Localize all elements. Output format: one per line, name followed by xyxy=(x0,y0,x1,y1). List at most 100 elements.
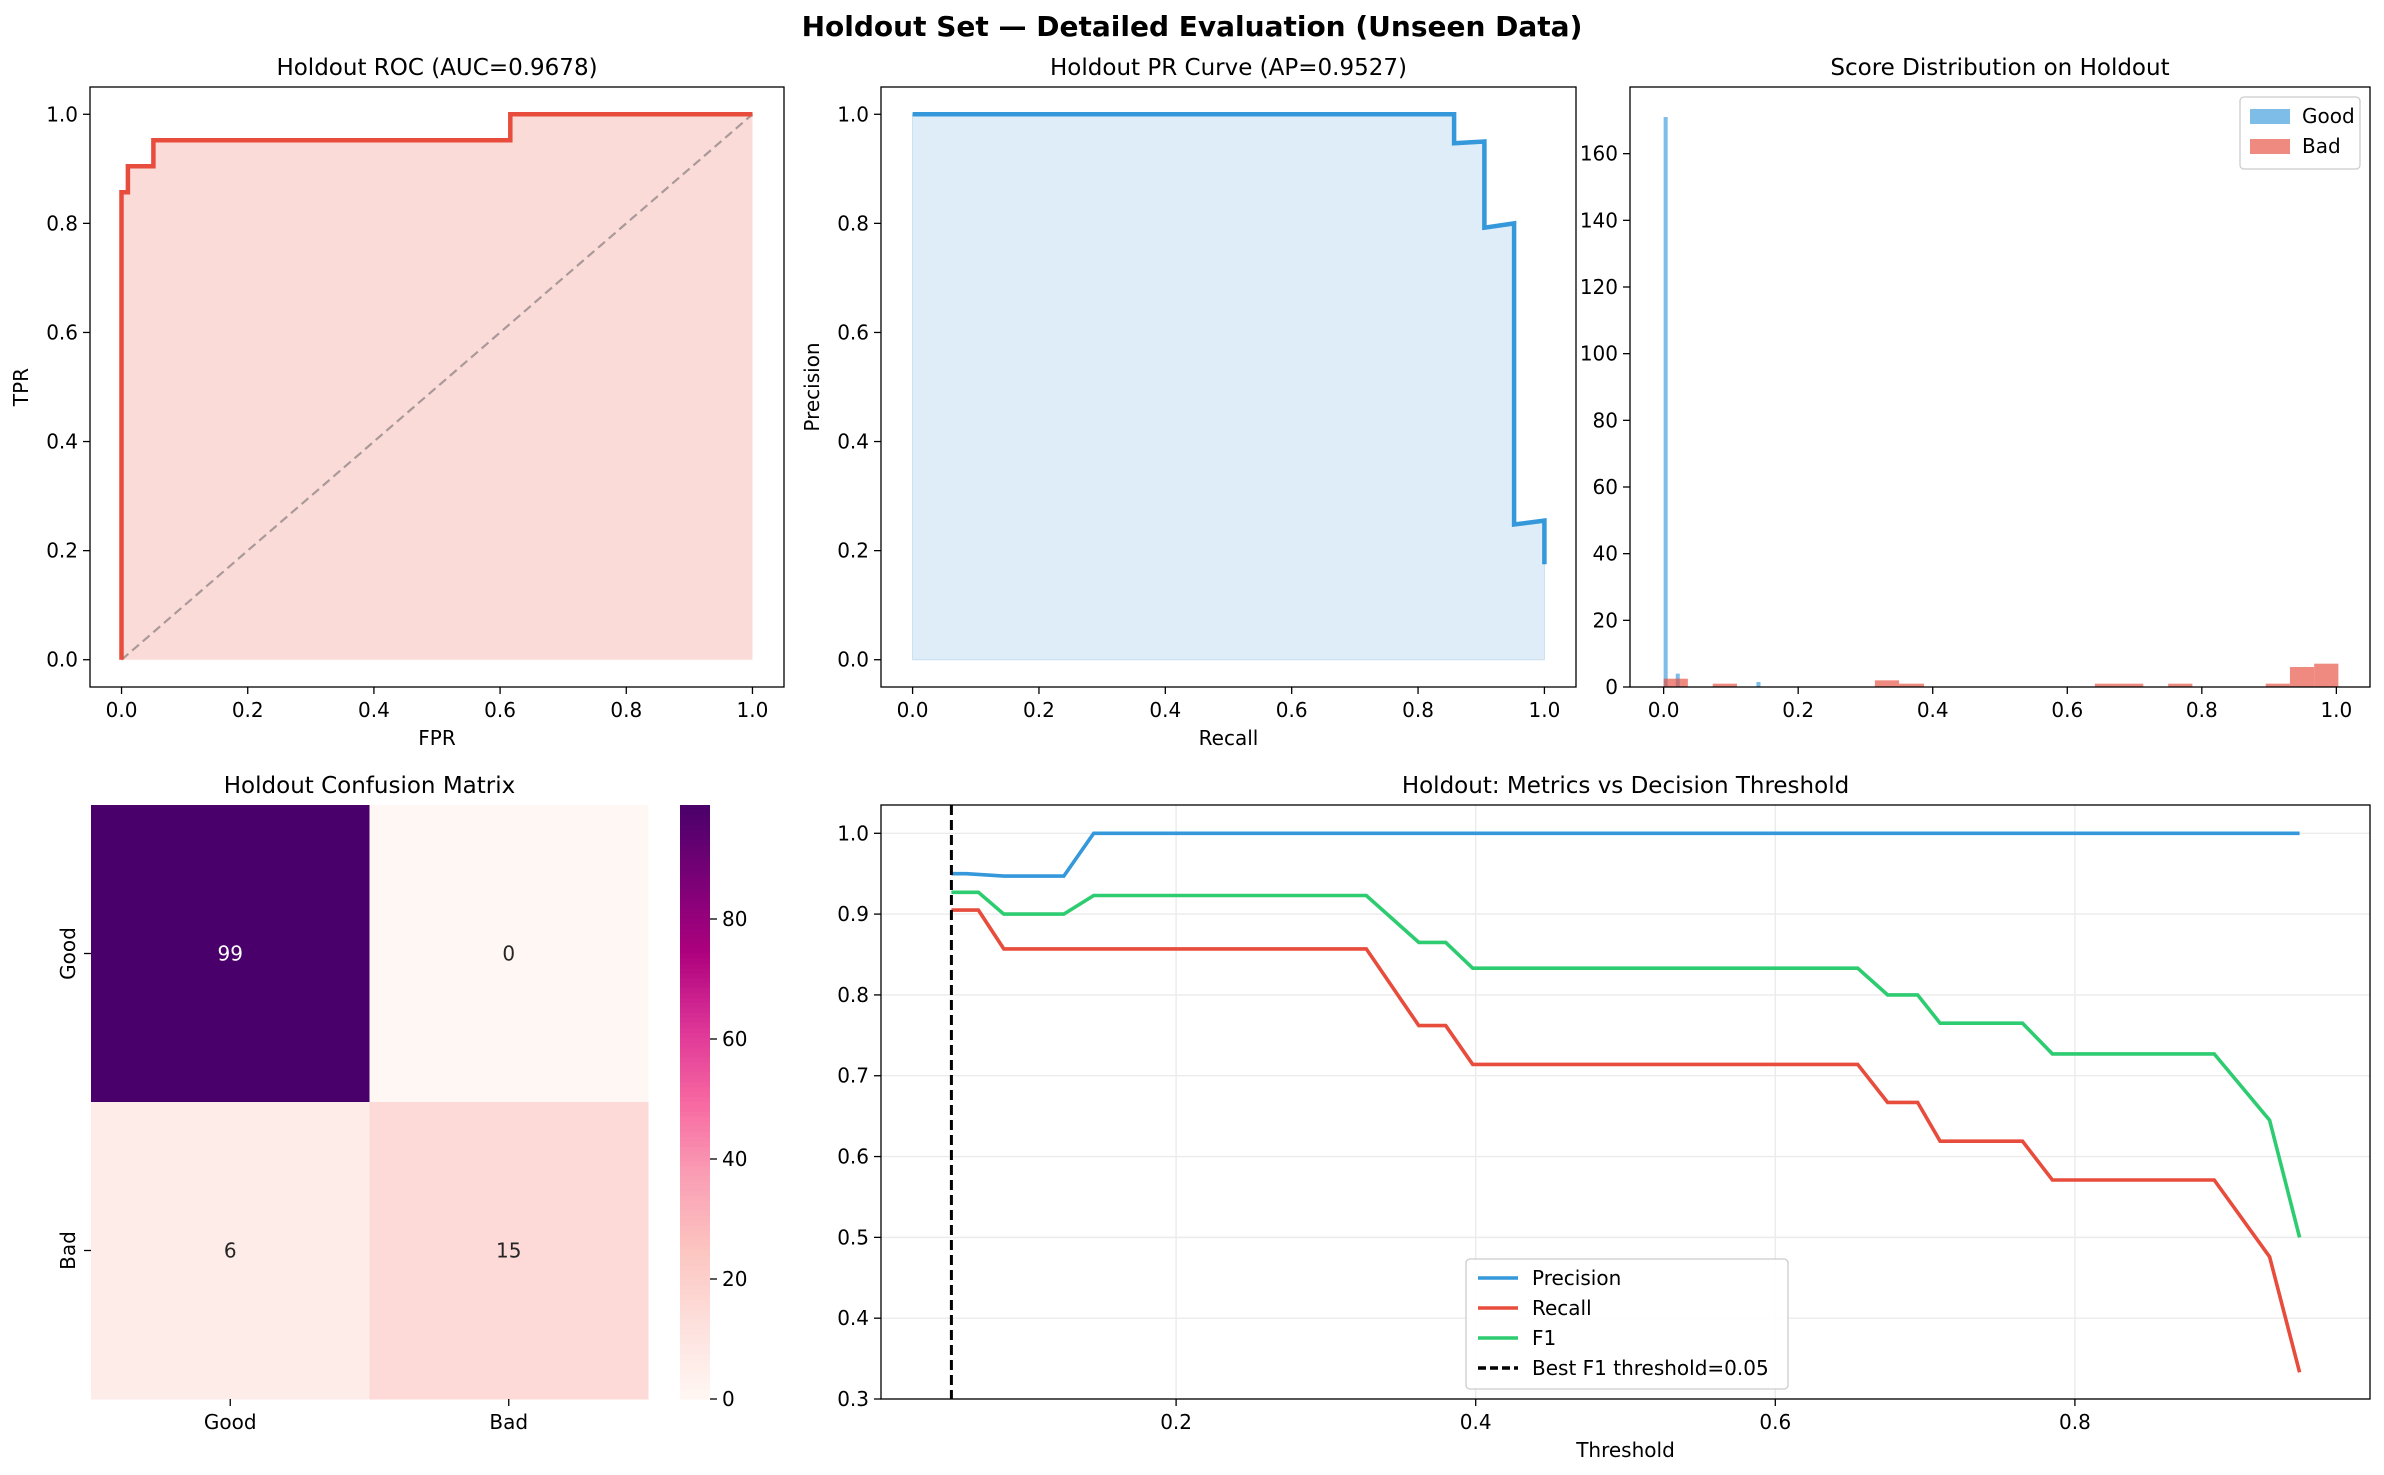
colorbar-segment xyxy=(680,829,710,836)
colorbar-segment xyxy=(680,1255,710,1261)
colorbar-segment xyxy=(680,1374,710,1380)
colorbar-segment xyxy=(680,834,710,841)
colorbar-segment xyxy=(680,948,710,955)
y-tick-label: 100 xyxy=(1580,342,1618,366)
colorbar-segment xyxy=(680,884,710,890)
pr-area xyxy=(912,113,1545,661)
colorbar-segment xyxy=(680,1309,710,1316)
histogram-bar-bad xyxy=(1712,683,1737,687)
x-tick-label: 0.6 xyxy=(1759,1410,1791,1434)
colorbar-segment xyxy=(680,1250,710,1257)
x-axis-label: FPR xyxy=(418,726,456,750)
x-tick-label: 0.4 xyxy=(358,698,390,722)
colorbar-segment xyxy=(680,854,710,861)
y-tick-label: 1.0 xyxy=(837,821,869,845)
y-tick-label: 0 xyxy=(1605,675,1618,699)
colorbar-segment xyxy=(680,1106,710,1113)
colorbar-segment xyxy=(680,1097,710,1103)
colorbar-segment xyxy=(680,1329,710,1336)
colorbar-segment xyxy=(680,978,710,984)
colorbar-segment xyxy=(680,1379,710,1385)
y-tick-label: 0.9 xyxy=(837,902,869,926)
colorbar-segment xyxy=(680,913,710,920)
colorbar-segment xyxy=(680,908,710,915)
axes-frame xyxy=(880,804,2371,1400)
colorbar-segment xyxy=(680,1166,710,1172)
y-tick-label: 120 xyxy=(1580,275,1618,299)
x-tick-label: 0.6 xyxy=(1276,698,1308,722)
colorbar-segment xyxy=(680,874,710,880)
colorbar-segment xyxy=(680,1052,710,1059)
heatmap-cell xyxy=(369,1102,649,1400)
y-tick-label: 140 xyxy=(1580,208,1618,232)
colorbar-segment xyxy=(680,1210,710,1217)
colorbar-segment xyxy=(680,1205,710,1212)
colorbar-segment xyxy=(680,1235,710,1242)
colorbar-segment xyxy=(680,879,710,885)
colorbar-segment xyxy=(680,1131,710,1138)
y-tick-label: 160 xyxy=(1580,142,1618,166)
legend-label: Good xyxy=(2302,104,2355,128)
colorbar-segment xyxy=(680,1161,710,1167)
y-tick-label: 0.2 xyxy=(46,539,78,563)
legend-label: F1 xyxy=(1532,1326,1556,1350)
colorbar-segment xyxy=(680,1285,710,1291)
colorbar-segment xyxy=(680,1176,710,1182)
colorbar-segment xyxy=(680,805,710,811)
histogram-bar-bad xyxy=(2094,683,2120,687)
x-tick-label: 0.2 xyxy=(1160,1410,1192,1434)
axes-frame xyxy=(89,86,785,688)
colorbar-segment xyxy=(680,1186,710,1192)
colorbar-segment xyxy=(680,1201,710,1207)
colorbar-segment xyxy=(680,1324,710,1331)
colorbar: 0 20 40 60 80 xyxy=(680,805,747,1411)
colorbar-segment xyxy=(680,1260,710,1266)
y-tick-label: 60 xyxy=(1593,475,1618,499)
axes-frame xyxy=(880,86,1577,688)
colorbar-segment xyxy=(680,983,710,989)
colorbar-segment xyxy=(680,1389,710,1395)
colorbar-segment xyxy=(680,1057,710,1063)
colorbar-segment xyxy=(680,973,710,979)
colorbar-segment xyxy=(680,849,710,856)
colorbar-segment xyxy=(680,958,710,964)
x-axis-label: Recall xyxy=(1199,726,1259,750)
metric-line-recall xyxy=(951,908,2302,1373)
colorbar-segment xyxy=(680,1270,710,1276)
subplot-title: Score Distribution on Holdout xyxy=(1830,55,2169,81)
colorbar-segment xyxy=(680,1295,710,1301)
colorbar-segment xyxy=(680,963,710,969)
colorbar-segment xyxy=(680,1032,710,1039)
legend-label: Recall xyxy=(1532,1296,1592,1320)
colorbar-segment xyxy=(680,1220,710,1227)
colorbar-segment xyxy=(680,1146,710,1153)
colorbar-segment xyxy=(680,1012,710,1019)
subplot-title: Holdout: Metrics vs Decision Threshold xyxy=(1402,773,1849,799)
x-tick-label: 0.8 xyxy=(2186,698,2218,722)
colorbar-segment xyxy=(680,1349,710,1356)
colorbar-segment xyxy=(680,1334,710,1341)
colorbar-segment xyxy=(680,938,710,945)
histogram-bar-bad xyxy=(2265,683,2290,687)
x-tick-label: 0.4 xyxy=(1917,698,1949,722)
colorbar-segment xyxy=(680,1022,710,1029)
subplot-title: Holdout Confusion Matrix xyxy=(224,773,515,799)
x-tick-label: 1.0 xyxy=(737,698,769,722)
colorbar-segment xyxy=(680,1215,710,1222)
colorbar-segment xyxy=(680,1072,710,1078)
confusion-matrix-panel: 99 0 6 15 Good Bad Good Bad Holdout Confusion Ma… xyxy=(56,773,747,1434)
histogram-bar-bad xyxy=(1899,683,1924,687)
colorbar-segment xyxy=(680,894,710,900)
col-label: Good xyxy=(204,1410,257,1434)
histogram-bar-bad xyxy=(2168,683,2193,687)
colorbar-segment xyxy=(680,928,710,935)
colorbar-segment xyxy=(680,1314,710,1321)
colorbar-segment xyxy=(680,1225,710,1232)
distribution-legend: Good Bad xyxy=(2239,96,2361,170)
colorbar-segment xyxy=(680,1027,710,1034)
colorbar-segment xyxy=(680,824,710,831)
x-tick-label: 0.2 xyxy=(232,698,264,722)
colorbar-segment xyxy=(680,1151,710,1158)
subplot-title: Holdout PR Curve (AP=0.9527) xyxy=(1050,55,1407,81)
